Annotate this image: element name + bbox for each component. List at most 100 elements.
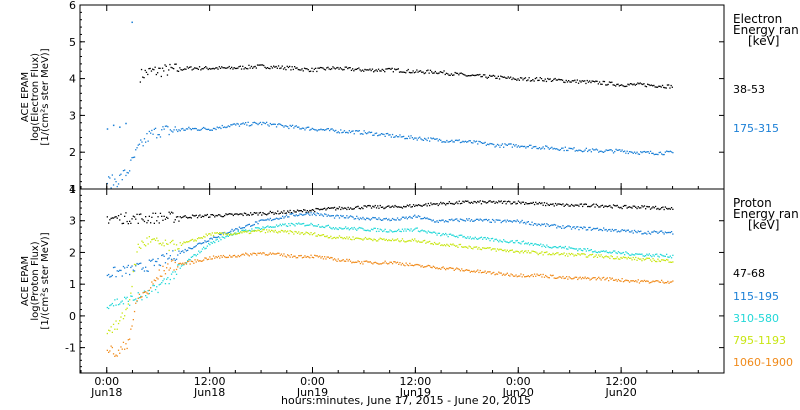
data-point bbox=[157, 72, 159, 74]
data-point bbox=[391, 238, 394, 240]
data-point bbox=[493, 143, 495, 146]
data-point bbox=[667, 231, 669, 234]
data-point bbox=[259, 219, 262, 221]
data-point bbox=[231, 213, 233, 215]
data-point bbox=[225, 256, 227, 259]
data-point bbox=[519, 77, 522, 79]
data-point bbox=[200, 260, 202, 262]
data-point bbox=[563, 277, 565, 280]
data-point bbox=[347, 206, 349, 209]
data-point bbox=[402, 71, 404, 73]
data-point bbox=[342, 228, 344, 230]
data-point bbox=[498, 241, 500, 243]
data-point bbox=[469, 202, 471, 204]
data-point bbox=[418, 70, 420, 72]
data-point bbox=[491, 248, 494, 250]
data-point bbox=[320, 128, 322, 130]
data-point bbox=[141, 141, 143, 143]
data-point bbox=[654, 260, 657, 263]
data-point bbox=[227, 213, 229, 215]
data-point bbox=[230, 124, 232, 126]
data-point bbox=[411, 72, 413, 74]
data-point bbox=[609, 228, 611, 231]
data-point bbox=[456, 218, 458, 220]
data-point bbox=[420, 218, 422, 220]
data-point bbox=[510, 249, 512, 251]
data-point bbox=[185, 68, 187, 70]
data-point bbox=[469, 75, 471, 77]
data-point bbox=[126, 171, 128, 174]
data-point bbox=[601, 204, 604, 206]
data-point bbox=[190, 239, 192, 241]
data-point bbox=[326, 256, 328, 258]
data-point bbox=[206, 234, 208, 237]
data-point bbox=[458, 139, 460, 141]
data-point bbox=[531, 221, 533, 223]
data-point bbox=[431, 220, 433, 222]
data-point bbox=[400, 71, 402, 73]
data-point bbox=[405, 206, 407, 208]
data-point bbox=[588, 277, 590, 279]
data-point bbox=[235, 228, 237, 230]
data-point bbox=[431, 203, 433, 206]
data-point bbox=[295, 257, 297, 259]
data-point bbox=[526, 243, 528, 245]
data-point bbox=[404, 241, 406, 243]
data-point bbox=[142, 241, 144, 244]
data-point bbox=[370, 218, 373, 220]
data-point bbox=[208, 67, 211, 70]
data-point bbox=[368, 218, 370, 220]
data-point bbox=[369, 131, 371, 134]
data-point bbox=[109, 350, 111, 352]
data-point bbox=[319, 255, 321, 257]
data-point bbox=[146, 292, 148, 294]
data-point bbox=[489, 200, 491, 202]
data-point bbox=[562, 225, 564, 227]
data-point bbox=[610, 81, 612, 84]
data-point bbox=[662, 259, 664, 261]
data-point bbox=[201, 215, 204, 217]
data-point bbox=[630, 151, 632, 153]
data-point bbox=[385, 133, 387, 135]
data-point bbox=[636, 281, 638, 283]
data-point bbox=[153, 128, 155, 130]
data-point bbox=[535, 201, 537, 203]
data-point bbox=[120, 316, 122, 318]
data-point bbox=[315, 67, 317, 69]
data-point bbox=[574, 276, 576, 278]
data-point bbox=[644, 85, 646, 87]
data-point bbox=[363, 130, 365, 132]
data-point bbox=[580, 249, 583, 251]
data-point bbox=[605, 149, 607, 151]
data-point bbox=[317, 208, 320, 210]
data-point bbox=[182, 250, 184, 252]
data-point bbox=[575, 81, 577, 83]
data-point bbox=[269, 217, 271, 220]
data-point bbox=[556, 148, 558, 150]
data-point bbox=[361, 261, 363, 263]
data-point bbox=[285, 69, 287, 71]
data-point bbox=[540, 252, 542, 254]
data-point bbox=[458, 74, 460, 76]
data-point bbox=[339, 67, 341, 69]
data-point bbox=[205, 66, 207, 68]
data-point bbox=[108, 273, 110, 276]
data-point bbox=[322, 67, 324, 69]
data-point bbox=[493, 200, 495, 203]
data-point bbox=[543, 80, 545, 82]
data-point bbox=[217, 255, 220, 257]
data-point bbox=[606, 149, 608, 152]
data-point bbox=[611, 150, 613, 152]
data-point bbox=[606, 251, 608, 254]
data-point bbox=[345, 66, 348, 68]
data-point bbox=[308, 213, 310, 215]
data-point bbox=[562, 253, 564, 255]
data-point bbox=[412, 229, 415, 231]
data-point bbox=[126, 347, 128, 350]
data-point bbox=[279, 223, 281, 225]
data-point bbox=[441, 234, 443, 236]
data-point bbox=[600, 279, 602, 281]
data-point bbox=[126, 266, 128, 268]
data-point bbox=[588, 250, 590, 252]
data-point bbox=[378, 217, 380, 219]
